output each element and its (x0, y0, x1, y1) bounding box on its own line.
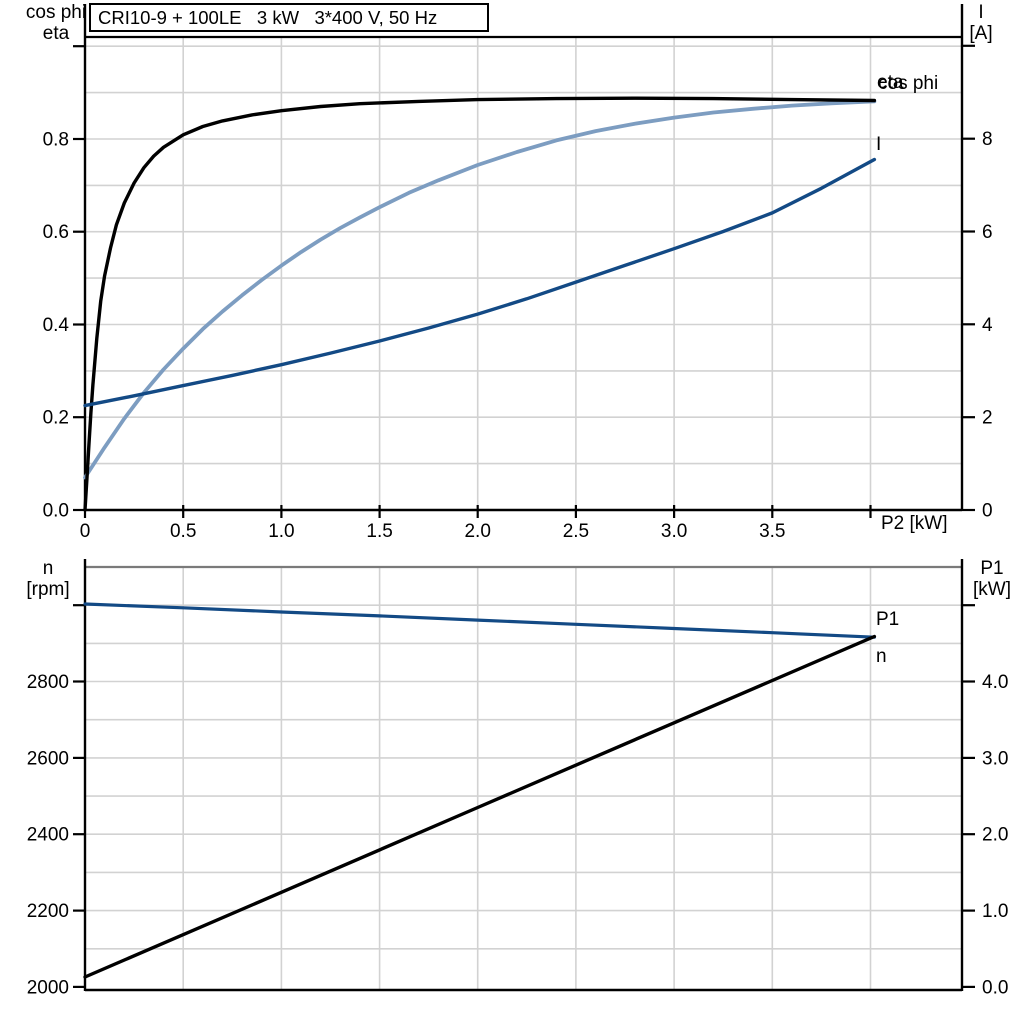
ticks-bottom: 2000 2200 2400 2600 2800 0.0 1.0 2.0 3.0 4.0 (27, 604, 1008, 998)
series-I (83, 157, 877, 408)
gridlines-top (85, 37, 962, 510)
tick-label-left-bottom: 2800 (27, 672, 69, 693)
curve-label-n: n (876, 646, 887, 667)
tick-label-x-top: 3.0 (661, 521, 687, 542)
chart-bottom: 2000 2200 2400 2600 2800 0.0 1.0 2.0 3.0 4.0 P1 n (27, 559, 1008, 998)
tick-label-x-top: 0.5 (170, 521, 196, 542)
tick-label-right-top: 2 (982, 408, 993, 429)
series-eta (83, 96, 877, 512)
curve-label-cos-phi: cos phi (878, 73, 938, 94)
top-left-axis-label: cos phi eta (12, 2, 100, 44)
cos-phi-axis-label: cos phi (25, 2, 87, 23)
power-axis-label: P1 (980, 558, 1004, 579)
top-right-axis-label: I [A] (954, 2, 1008, 44)
tick-label-left-bottom: 2600 (27, 748, 69, 769)
tick-label-x-top: 2.5 (563, 521, 589, 542)
bottom-right-axis-label: P1 [kW] (962, 558, 1022, 600)
tick-label-left-top: 0.0 (43, 501, 69, 522)
tick-label-left-top: 0.6 (43, 222, 69, 243)
eta-axis-label: eta (42, 23, 70, 44)
curve-label-I: I (876, 134, 881, 155)
bottom-left-axis-label: n [rpm] (4, 558, 92, 600)
curve-label-eta: eta (877, 72, 904, 93)
speed-axis-unit: [rpm] (26, 579, 70, 600)
tick-label-right-top: 6 (982, 222, 993, 243)
tick-label-x-top: 2.0 (464, 521, 490, 542)
frame-bottom (83, 559, 964, 992)
chart-top: 0.0 0.2 0.4 0.6 0.8 0 2 4 6 8 0 0.5 1.0 1.5 2.0 2.5 3.0 3… (43, 4, 993, 542)
x-axis-label: P2 [kW] (881, 513, 948, 534)
tick-label-right-bottom: 3.0 (982, 748, 1008, 769)
curve-label-P1: P1 (876, 609, 899, 630)
tick-label-left-bottom: 2400 (27, 825, 69, 846)
chart-title: CRI10-9 + 100LE 3 kW 3*400 V, 50 Hz (98, 6, 438, 28)
series-cos-phi (83, 99, 877, 480)
current-axis-label: I (978, 2, 984, 23)
tick-label-x-top: 1.0 (268, 521, 294, 542)
tick-label-left-bottom: 2200 (27, 901, 69, 922)
series-n (83, 602, 877, 639)
series-P1 (83, 634, 877, 979)
tick-label-right-bottom: 4.0 (982, 672, 1008, 693)
gridlines-bottom (85, 567, 962, 990)
tick-label-x-top: 0 (80, 521, 91, 542)
frame-top (83, 4, 964, 512)
tick-label-x-top: 3.5 (759, 521, 785, 542)
speed-axis-label: n (42, 558, 54, 579)
tick-label-x-top: 1.5 (366, 521, 392, 542)
tick-label-right-bottom: 0.0 (982, 977, 1008, 998)
tick-label-right-top: 0 (982, 501, 993, 522)
tick-label-left-top: 0.8 (43, 130, 69, 151)
current-axis-unit: [A] (969, 23, 993, 44)
tick-label-right-top: 8 (982, 129, 993, 150)
tick-label-left-top: 0.4 (43, 315, 70, 336)
tick-label-right-bottom: 2.0 (982, 825, 1008, 846)
tick-label-right-bottom: 1.0 (982, 901, 1008, 922)
tick-label-left-bottom: 2000 (27, 977, 69, 998)
power-axis-unit: [kW] (973, 579, 1011, 600)
tick-label-right-top: 4 (982, 315, 993, 336)
tick-label-left-top: 0.2 (43, 408, 69, 429)
chart-title-box: CRI10-9 + 100LE 3 kW 3*400 V, 50 Hz (89, 3, 489, 32)
ticks-top: 0.0 0.2 0.4 0.6 0.8 0 2 4 6 8 0 0.5 1.0 1.5 2.0 2.5 3.0 3… (43, 44, 993, 542)
